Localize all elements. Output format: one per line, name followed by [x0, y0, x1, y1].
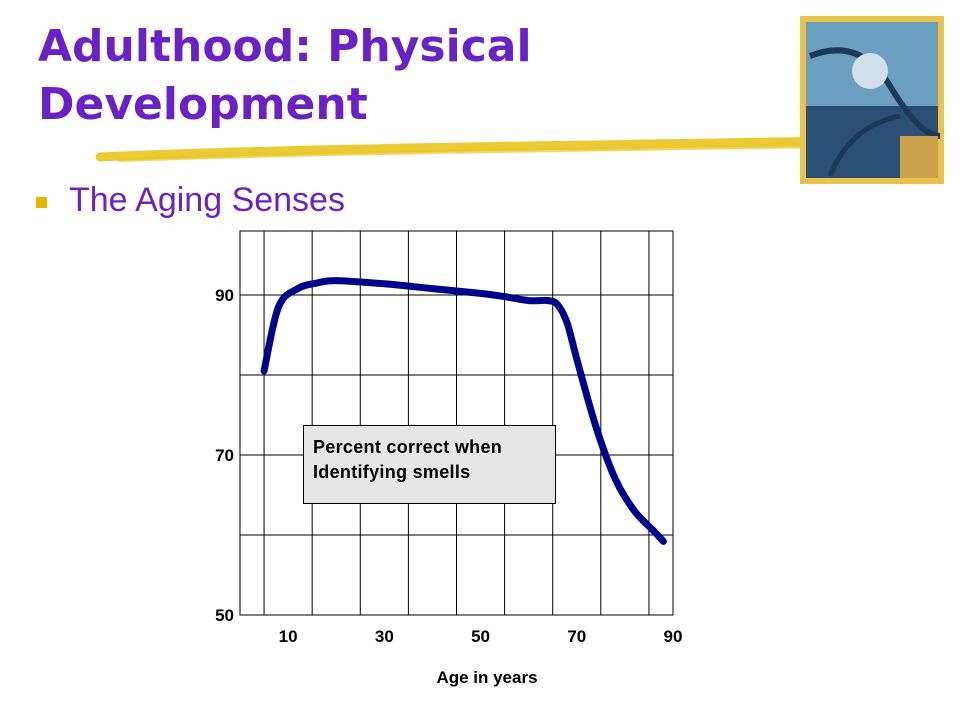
- x-tick-label: 70: [567, 627, 586, 646]
- x-axis-label: Age in years: [436, 668, 537, 687]
- y-tick-labels: 50 70 90: [215, 286, 234, 625]
- x-tick-labels: 10 30 50 70 90: [279, 627, 683, 646]
- series-line: [260, 277, 667, 545]
- y-tick-label: 70: [215, 446, 234, 465]
- chart-annotation-box: Percent correct when Identifying smells: [303, 425, 556, 504]
- square-bullet-icon: [36, 196, 47, 208]
- y-tick-label: 90: [215, 286, 234, 305]
- y-tick-label: 50: [215, 606, 234, 625]
- slide-title-line-2: Development: [38, 79, 368, 130]
- slide-title: Adulthood: Physical Development: [38, 18, 778, 134]
- annotation-line-1: Percent correct when: [313, 437, 503, 457]
- title-underline-brushstroke: [95, 136, 835, 162]
- x-tick-label: 50: [471, 627, 490, 646]
- slide-title-line-1: Adulthood: Physical: [38, 21, 532, 72]
- annotation-line-2: Identifying smells: [313, 462, 471, 482]
- x-tick-label: 90: [664, 627, 683, 646]
- plot-frame: [239, 230, 674, 616]
- x-tick-label: 10: [279, 627, 298, 646]
- bullet-text: The Aging Senses: [69, 181, 345, 219]
- bullet-item: The Aging Senses: [36, 178, 345, 222]
- x-tick-label: 30: [375, 627, 394, 646]
- book-cover-illustration-icon: [800, 16, 944, 184]
